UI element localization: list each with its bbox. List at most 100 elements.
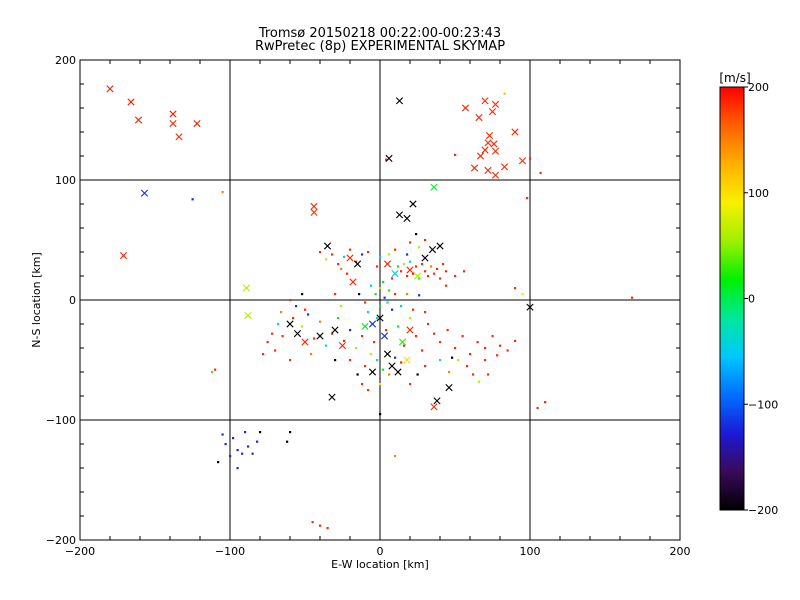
data-point-cross xyxy=(140,189,149,197)
data-point-dot xyxy=(529,157,532,160)
data-point-dot xyxy=(400,270,403,273)
data-point-dot xyxy=(394,356,397,359)
x-tick-label: −100 xyxy=(215,545,245,558)
data-point-dot xyxy=(286,440,289,443)
data-point-dot xyxy=(364,301,367,304)
data-point-cross xyxy=(403,356,411,364)
y-tick-label: 0 xyxy=(69,294,76,307)
data-point-dot xyxy=(361,383,364,386)
data-point-dot xyxy=(236,449,239,452)
data-point-cross xyxy=(193,120,201,128)
y-axis-label: N-S location [km] xyxy=(30,252,43,348)
data-point-dot xyxy=(386,301,389,304)
data-point-dot xyxy=(337,317,340,320)
data-point-dot xyxy=(506,349,509,352)
data-point-dot xyxy=(224,443,227,446)
data-point-dot xyxy=(319,320,322,323)
chart-title: Tromsø 20150218 00:22:00-00:23:43 xyxy=(258,26,502,41)
data-point-cross xyxy=(388,362,396,370)
data-point-cross xyxy=(244,312,252,320)
data-point-cross xyxy=(403,214,411,222)
data-point-cross xyxy=(383,350,392,358)
data-point-dot xyxy=(361,335,364,338)
data-point-dot xyxy=(394,248,397,251)
data-point-cross xyxy=(346,254,354,262)
data-point-dot xyxy=(340,305,343,308)
data-point-dot xyxy=(451,356,454,359)
data-point-cross xyxy=(383,260,392,268)
data-point-dot xyxy=(421,263,424,266)
data-point-cross xyxy=(361,322,369,330)
data-point-dot xyxy=(304,308,307,311)
data-point-dot xyxy=(415,233,418,236)
data-point-dot xyxy=(424,311,427,314)
data-point-cross xyxy=(119,252,128,260)
data-point-cross xyxy=(500,163,509,171)
data-point-cross xyxy=(301,338,309,346)
data-point-dot xyxy=(310,353,313,356)
data-point-dot xyxy=(446,329,449,332)
data-point-cross xyxy=(368,320,377,328)
data-point-dot xyxy=(358,293,361,296)
data-point-dot xyxy=(439,341,442,344)
data-point-dot xyxy=(406,275,409,278)
data-point-dot xyxy=(503,92,506,95)
data-point-dot xyxy=(416,373,419,376)
data-point-cross xyxy=(518,157,527,165)
data-point-cross xyxy=(481,97,489,105)
data-point-dot xyxy=(469,353,472,356)
data-point-dot xyxy=(211,371,214,374)
data-point-dot xyxy=(266,341,269,344)
data-point-dot xyxy=(295,305,298,308)
data-point-dot xyxy=(280,311,283,314)
data-point-dot xyxy=(415,265,418,268)
data-point-dot xyxy=(301,293,304,296)
data-point-dot xyxy=(463,270,466,273)
data-point-dot xyxy=(421,349,424,352)
data-point-dot xyxy=(544,401,547,404)
data-point-cross xyxy=(406,266,414,274)
data-point-dot xyxy=(439,359,442,362)
data-point-dot xyxy=(217,461,220,464)
data-point-dot xyxy=(346,272,349,275)
data-point-cross xyxy=(328,393,336,401)
data-point-dot xyxy=(406,253,409,256)
data-point-cross xyxy=(323,242,332,250)
data-point-dot xyxy=(484,347,487,350)
data-point-dot xyxy=(319,251,322,254)
data-point-cross xyxy=(175,133,183,141)
data-point-dot xyxy=(361,253,364,256)
data-point-dot xyxy=(454,275,457,278)
data-point-dot xyxy=(383,296,386,299)
data-point-dot xyxy=(514,287,517,290)
y-tick-label: −100 xyxy=(46,414,76,427)
data-point-dot xyxy=(367,251,370,254)
data-point-dot xyxy=(340,267,343,270)
data-point-dot xyxy=(311,521,314,524)
data-point-cross xyxy=(428,246,437,254)
data-point-dot xyxy=(367,311,370,314)
data-point-dot xyxy=(301,325,304,328)
data-point-cross xyxy=(445,384,453,392)
data-point-dot xyxy=(376,265,379,268)
data-point-dot xyxy=(400,305,403,308)
data-point-dot xyxy=(277,323,280,326)
data-point-dot xyxy=(367,389,370,392)
data-point-cross xyxy=(376,314,384,322)
data-point-dot xyxy=(476,341,479,344)
data-point-cross xyxy=(106,85,114,93)
data-point-dot xyxy=(247,445,250,448)
data-point-cross xyxy=(484,139,492,147)
data-point-dot xyxy=(379,305,382,308)
data-point-cross xyxy=(391,270,399,278)
data-point-dot xyxy=(373,341,376,344)
data-point-cross xyxy=(316,332,324,340)
data-point-dot xyxy=(370,353,373,356)
data-point-dot xyxy=(331,253,334,256)
data-point-cross xyxy=(169,110,177,118)
data-point-dot xyxy=(433,332,436,335)
data-point-dot xyxy=(364,365,367,368)
data-point-dot xyxy=(445,284,448,287)
data-point-dot xyxy=(415,335,418,338)
